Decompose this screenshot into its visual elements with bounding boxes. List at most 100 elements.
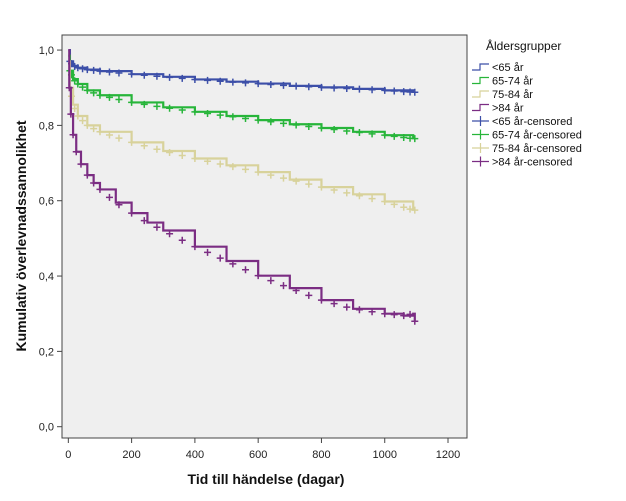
censor-mark: [267, 80, 275, 88]
censor-mark: [128, 70, 136, 78]
censor-mark: [254, 168, 262, 176]
censor-mark: [153, 72, 161, 80]
censor-mark: [368, 86, 376, 94]
censor-mark: [71, 77, 79, 85]
censor-mark: [178, 152, 186, 160]
legend-item: 75-84 år-censored: [472, 143, 582, 155]
legend-swatch: [472, 76, 489, 85]
censor-mark: [355, 128, 363, 136]
censor-mark: [74, 112, 82, 120]
censor-mark: [216, 77, 224, 85]
censor-mark: [191, 155, 199, 163]
y-tick-label: 0,0: [39, 422, 54, 434]
censor-mark: [368, 130, 376, 138]
censor-mark: [153, 102, 161, 110]
legend-title: Åldersgrupper: [486, 38, 561, 53]
censor-mark: [115, 96, 123, 104]
censor-mark: [83, 86, 91, 94]
censor-mark: [90, 89, 98, 97]
censor-mark: [90, 66, 98, 74]
censor-mark: [74, 80, 82, 88]
censor-mark: [96, 91, 104, 99]
censor-mark: [390, 311, 398, 319]
y-tick-label: 0,4: [39, 271, 54, 283]
x-tick-label: 600: [249, 449, 267, 461]
censor-mark: [305, 291, 313, 299]
x-tick-label: 1200: [436, 449, 460, 461]
censor-mark: [216, 254, 224, 262]
legend-label: >84 år: [492, 103, 524, 115]
censor-mark: [229, 163, 237, 171]
censor-mark: [166, 149, 174, 157]
x-tick-label: 800: [312, 449, 330, 461]
censor-mark: [242, 165, 250, 173]
censor-mark: [96, 128, 104, 136]
censor-mark: [90, 179, 98, 187]
censor-mark: [317, 124, 325, 132]
legend-label: <65 år-censored: [492, 116, 572, 128]
censor-mark: [317, 183, 325, 191]
censor-mark: [229, 260, 237, 268]
censor-mark: [204, 76, 212, 84]
censor-mark: [317, 83, 325, 91]
legend-item: <65 år: [472, 62, 524, 74]
x-tick-label: 400: [186, 449, 204, 461]
x-axis: 0 200 400 600 800 1000 1200: [65, 438, 460, 461]
censor-mark: [317, 296, 325, 304]
censor-mark: [191, 243, 199, 251]
legend-label: <65 år: [492, 62, 524, 74]
x-tick-label: 200: [122, 449, 140, 461]
censor-mark: [90, 125, 98, 133]
censor-mark: [305, 180, 313, 188]
censor-mark: [204, 157, 212, 165]
censor-mark: [83, 121, 91, 129]
censor-mark: [330, 186, 338, 194]
censor-mark: [368, 195, 376, 203]
censor-mark: [77, 160, 85, 168]
censor-mark: [79, 83, 87, 91]
censor-mark: [267, 277, 275, 285]
censor-mark: [279, 81, 287, 89]
censor-mark: [390, 87, 398, 95]
legend-swatch: [472, 103, 489, 112]
censor-mark: [140, 100, 148, 108]
censor-mark: [128, 138, 136, 146]
censor-mark: [140, 142, 148, 150]
legend-label: 75-84 år-censored: [492, 143, 582, 155]
x-tick-label: 1000: [372, 449, 396, 461]
censor-mark: [368, 308, 376, 316]
censor-mark: [216, 160, 224, 168]
legend-swatch: [472, 143, 489, 153]
censor-mark: [390, 132, 398, 140]
censor-mark: [166, 104, 174, 112]
censor-mark: [254, 272, 262, 280]
censor-mark: [330, 300, 338, 308]
censor-mark: [355, 85, 363, 93]
y-axis: 0,0 0,2 0,4 0,6 0,8 1,0: [39, 45, 62, 434]
y-tick-label: 0,8: [39, 120, 54, 132]
censor-mark: [178, 106, 186, 114]
censor-mark: [305, 83, 313, 91]
censor-mark: [115, 201, 123, 209]
censor-mark: [343, 303, 351, 311]
x-tick-label: 0: [65, 449, 71, 461]
legend-item: 65-74 år: [472, 76, 533, 88]
censor-mark: [411, 135, 419, 143]
legend-swatch: [472, 90, 489, 98]
censor-mark: [355, 306, 363, 314]
censor-mark: [178, 74, 186, 82]
censor-mark: [292, 177, 300, 185]
legend-item: >84 år-censored: [472, 156, 572, 169]
series-line: [68, 60, 415, 211]
censor-mark: [105, 193, 113, 201]
censor-mark: [381, 197, 389, 205]
censor-mark: [166, 73, 174, 81]
series-1: [66, 54, 419, 143]
legend-swatch: [472, 156, 489, 167]
censor-mark: [72, 148, 80, 156]
censor-mark: [79, 65, 87, 73]
censor-mark: [400, 133, 408, 141]
